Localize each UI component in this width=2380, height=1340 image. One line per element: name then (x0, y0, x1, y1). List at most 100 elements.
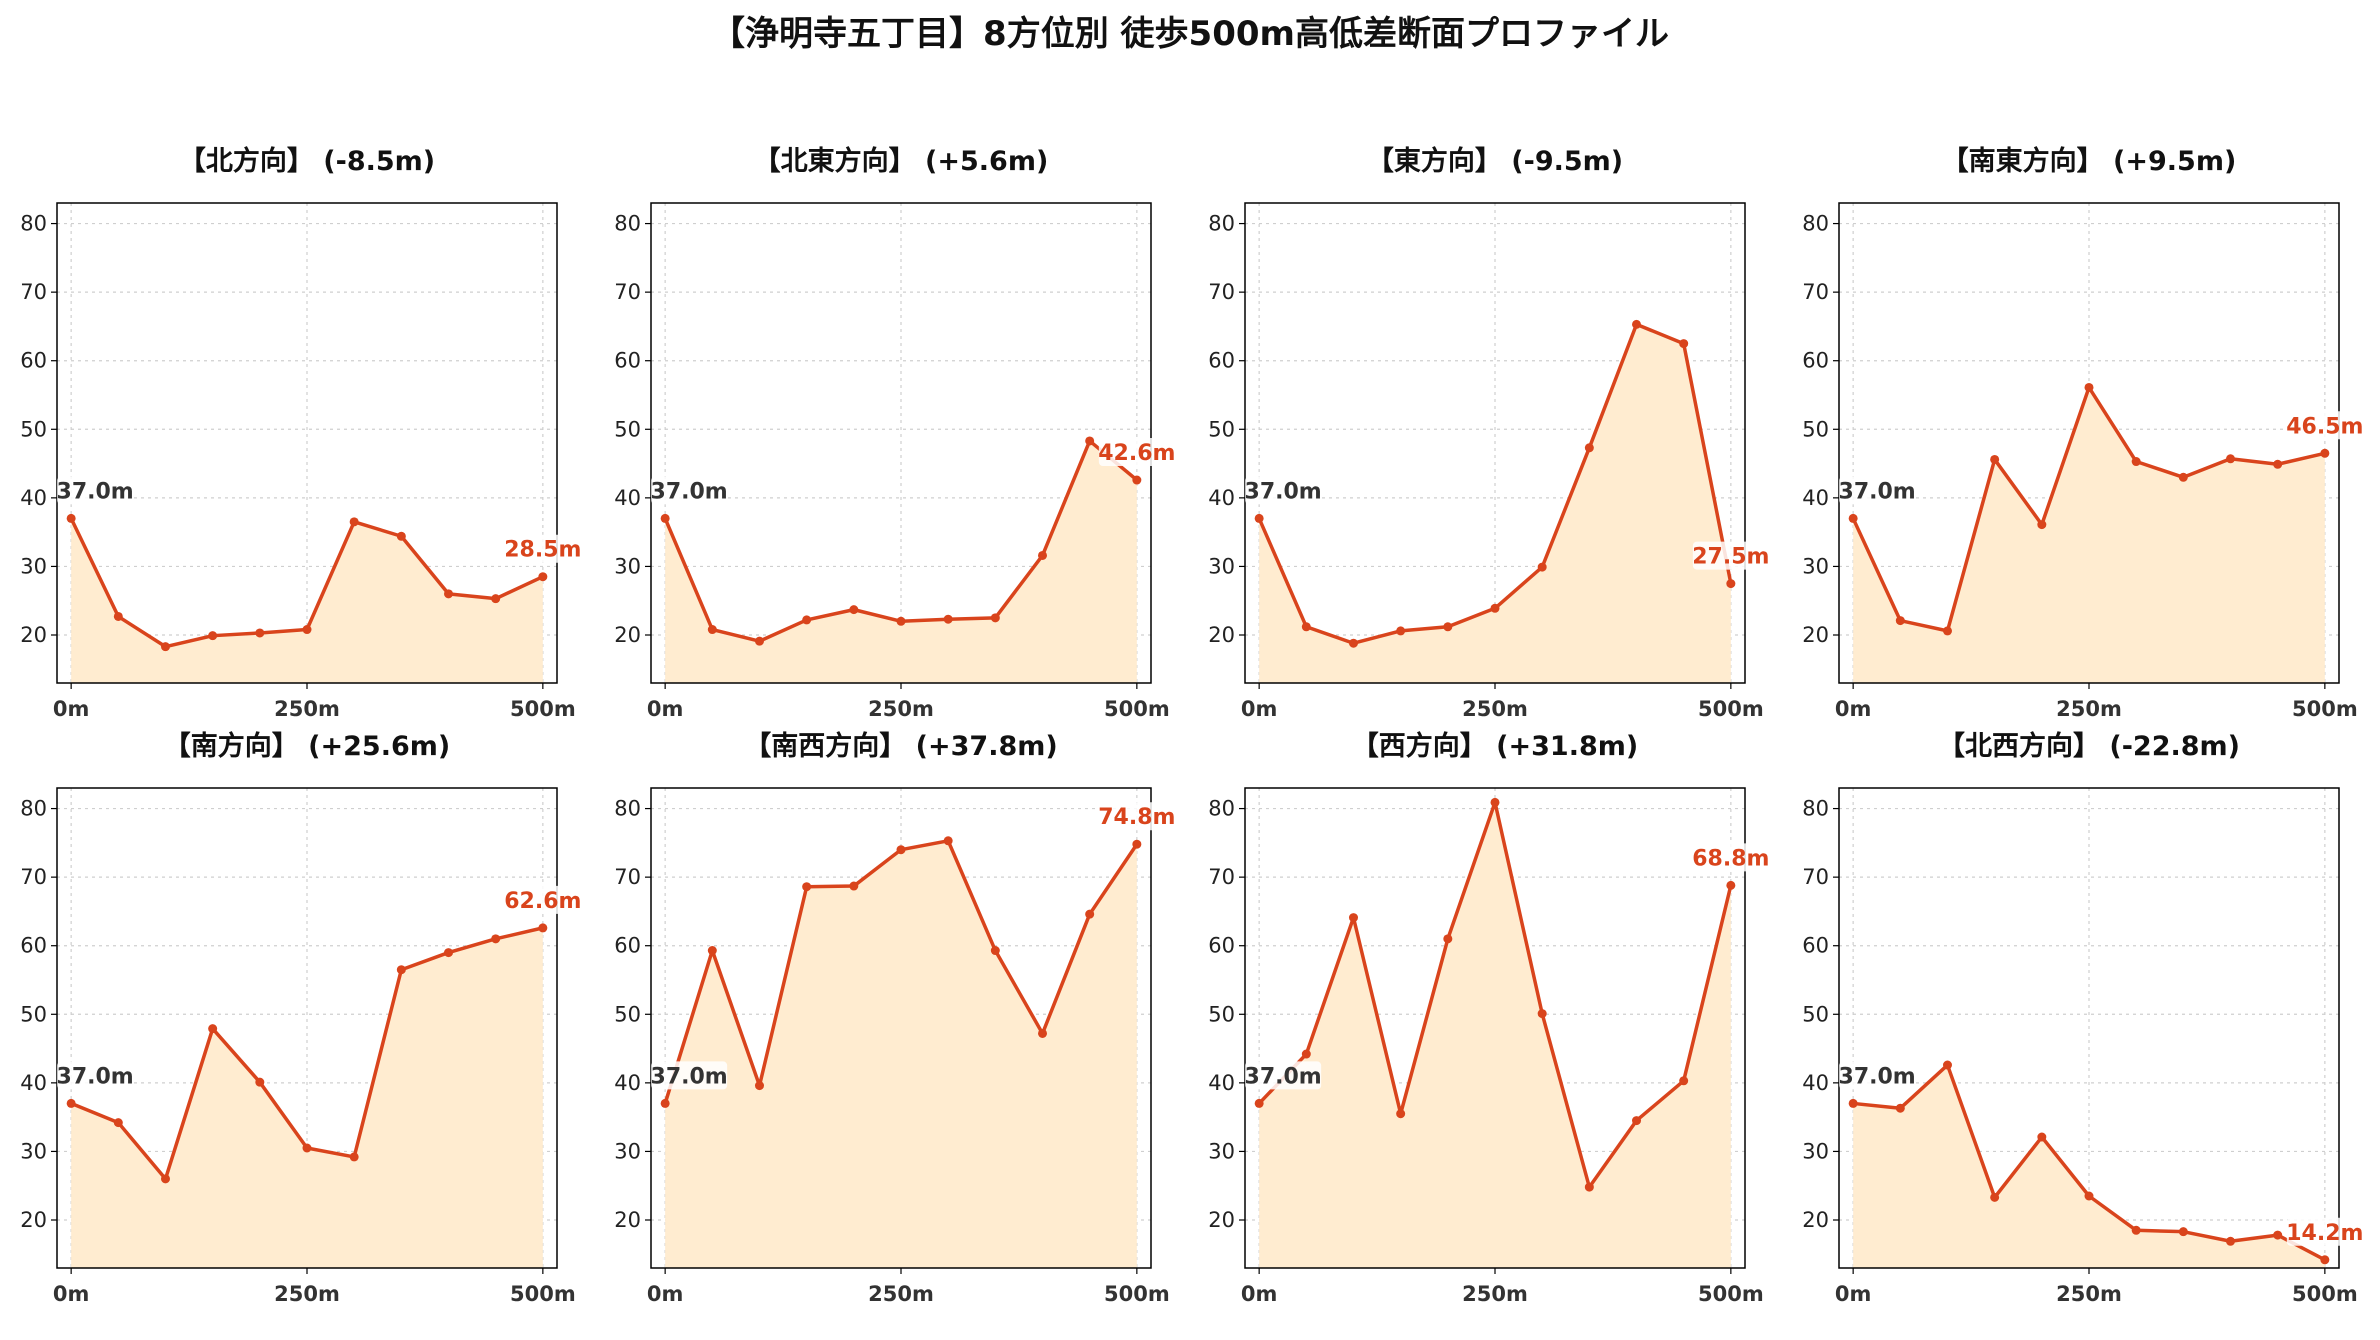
data-point (1632, 1116, 1642, 1126)
data-point (2226, 1236, 2236, 1246)
data-point (1726, 880, 1736, 890)
elevation-area (71, 927, 543, 1268)
data-point (660, 1098, 670, 1108)
end-elevation-label: 27.5m (1692, 545, 1769, 570)
data-point (802, 615, 812, 625)
data-point (1584, 1182, 1594, 1192)
y-tick-label: 40 (20, 1071, 47, 1095)
data-point (1679, 339, 1689, 349)
y-tick-label: 30 (20, 1139, 47, 1163)
data-point (1443, 622, 1453, 632)
y-tick-label: 70 (20, 865, 47, 889)
end-label-box (504, 885, 581, 914)
data-point (2131, 457, 2141, 467)
data-point (2037, 1132, 2047, 1142)
chart-panel-2: 20 30 40 50 60 70 80 0m 250m 500m 【北東方向】 (+5.6m) 37… (614, 145, 1175, 721)
data-point (1038, 1028, 1048, 1038)
data-point (1396, 626, 1406, 636)
y-tick-label: 20 (1208, 1208, 1235, 1232)
chart-panel-1: 20 30 40 50 60 70 80 0m 250m 500m 【北方向】 (-8.5m) 37.… (20, 145, 581, 721)
start-label-box (1245, 476, 1322, 505)
data-point (1132, 475, 1142, 485)
y-tick-label: 70 (1208, 865, 1235, 889)
start-elevation-label: 37.0m (57, 479, 134, 504)
elevation-area (1853, 387, 2325, 683)
data-point (2178, 472, 2188, 482)
y-tick-label: 30 (20, 554, 47, 578)
data-point (1895, 1103, 1905, 1113)
y-tick-label: 20 (20, 623, 47, 647)
data-point (113, 1118, 123, 1128)
end-elevation-label: 74.8m (1098, 805, 1175, 830)
y-tick-label: 50 (614, 417, 641, 441)
data-point (1254, 1098, 1264, 1108)
data-point (160, 642, 170, 652)
x-tick-label: 0m (1241, 697, 1278, 721)
data-point (990, 613, 1000, 623)
y-tick-label: 50 (20, 417, 47, 441)
y-tick-label: 80 (20, 212, 47, 236)
data-point (660, 513, 670, 523)
end-label-box (1098, 802, 1175, 831)
data-point (538, 923, 548, 933)
data-point (707, 946, 717, 956)
data-point (2037, 520, 2047, 530)
data-point (444, 589, 454, 599)
data-point (255, 1077, 265, 1087)
data-point (1038, 550, 1048, 560)
start-label-box (57, 1061, 134, 1090)
data-point (1942, 1060, 1952, 1070)
y-tick-label: 30 (1208, 554, 1235, 578)
panel-title: 【西方向】 (+31.8m) (1352, 730, 1638, 762)
start-label-box (1839, 1061, 1916, 1090)
y-tick-label: 30 (614, 1139, 641, 1163)
data-point (754, 1081, 764, 1091)
data-point (1990, 1192, 2000, 1202)
x-tick-label: 250m (2056, 1282, 2122, 1306)
y-tick-label: 20 (1802, 1208, 1829, 1232)
y-tick-label: 20 (20, 1208, 47, 1232)
data-point (896, 616, 906, 626)
y-tick-label: 60 (614, 934, 641, 958)
y-tick-label: 60 (1802, 349, 1829, 373)
x-tick-label: 250m (274, 1282, 340, 1306)
x-tick-label: 0m (53, 697, 90, 721)
y-tick-label: 70 (1802, 865, 1829, 889)
x-tick-label: 500m (1104, 1282, 1170, 1306)
start-elevation-label: 37.0m (1839, 1064, 1916, 1089)
data-point (1490, 797, 1500, 807)
chart-panel-8: 20 30 40 50 60 70 80 0m 250m 500m 【北西方向】 (-22.8m) 3… (1802, 730, 2363, 1306)
data-point (1895, 616, 1905, 626)
end-elevation-label: 68.8m (1692, 846, 1769, 871)
data-point (1679, 1076, 1689, 1086)
x-tick-label: 0m (1835, 697, 1872, 721)
y-tick-label: 60 (1208, 934, 1235, 958)
x-tick-label: 0m (647, 1282, 684, 1306)
x-tick-label: 250m (1462, 1282, 1528, 1306)
data-point (2273, 1230, 2283, 1240)
x-tick-label: 250m (1462, 697, 1528, 721)
data-point (1490, 603, 1500, 613)
y-tick-label: 70 (1802, 280, 1829, 304)
x-tick-label: 500m (1104, 697, 1170, 721)
data-point (2320, 448, 2330, 458)
data-point (1301, 1049, 1311, 1059)
data-point (1348, 913, 1358, 923)
start-elevation-label: 37.0m (651, 1064, 728, 1089)
end-elevation-label: 42.6m (1098, 441, 1175, 466)
y-tick-label: 50 (1208, 417, 1235, 441)
end-label-box (2286, 411, 2363, 440)
data-point (1537, 562, 1547, 572)
data-point (444, 948, 454, 958)
y-tick-label: 50 (20, 1002, 47, 1026)
start-label-box (1245, 1061, 1322, 1090)
data-point (1848, 513, 1858, 523)
start-elevation-label: 37.0m (1245, 1064, 1322, 1089)
panel-title: 【北東方向】 (+5.6m) (754, 145, 1049, 177)
data-point (943, 614, 953, 624)
start-label-box (651, 1061, 728, 1090)
y-tick-label: 50 (1802, 1002, 1829, 1026)
y-tick-label: 40 (614, 486, 641, 510)
panel-title: 【北方向】 (-8.5m) (179, 145, 435, 177)
